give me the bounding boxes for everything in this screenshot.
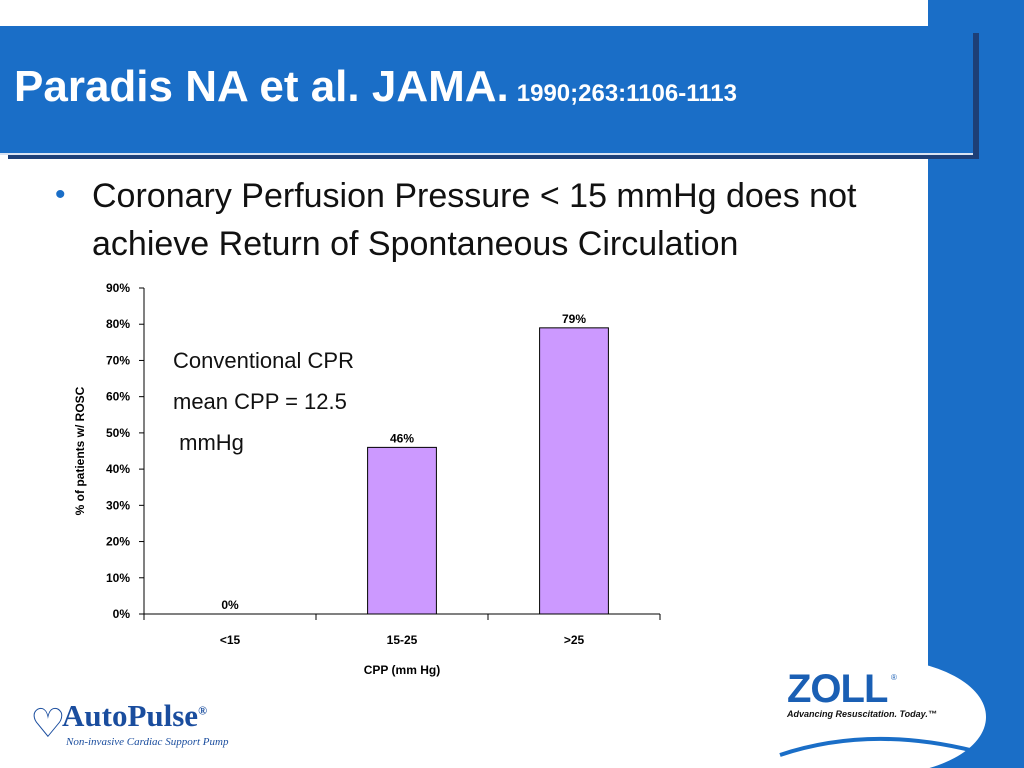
y-tick-label: 0% [113,607,131,621]
autopulse-logo: ♡ AutoPulse® Non-invasive Cardiac Suppor… [30,698,290,758]
y-axis-title: % of patients w/ ROSC [73,386,87,515]
zoll-tagline: Advancing Resuscitation. Today.™ [787,709,937,719]
y-tick-label: 40% [106,462,130,476]
y-tick-label: 10% [106,571,130,585]
autopulse-wordmark: AutoPulse® [62,698,208,733]
data-label: 79% [562,312,586,326]
title-text: Paradis NA et al. JAMA. [14,62,509,111]
x-tick-label: >25 [564,633,585,647]
y-tick-label: 60% [106,390,130,404]
heart-swoosh-icon: ♡ [30,701,66,746]
y-tick-label: 20% [106,535,130,549]
x-axis-title: CPP (mm Hg) [364,663,440,677]
data-label: 0% [221,598,239,612]
zoll-logo-background [770,659,986,768]
y-tick-label: 80% [106,317,130,331]
title-bar [0,26,973,155]
bullet-text: Coronary Perfusion Pressure < 15 mmHg do… [92,177,857,263]
chart-annotation: Conventional CPR mean CPP = 12.5 mmHg [173,348,354,455]
bullet-marker: • [55,178,66,211]
zoll-registered-mark: ® [891,673,897,682]
zoll-logo: ZOLL ® Advancing Resuscitation. Today.™ [760,655,990,768]
slide-title: Paradis NA et al. JAMA. 1990;263:1106-111… [14,62,737,119]
y-tick-label: 70% [106,353,130,367]
autopulse-tagline: Non-invasive Cardiac Support Pump [66,736,229,748]
y-tick-label: 30% [106,498,130,512]
bar-chart: 0% 10% 20% 30% 40% 50% 60% 70% 80% 90% 0% <15 46% 15-… [73,281,661,677]
x-tick-label: 15-25 [387,633,418,647]
bar [539,327,609,615]
data-label: 46% [390,431,414,445]
x-tick-label: <15 [220,633,241,647]
y-tick-label: 50% [106,426,130,440]
y-tick-label: 90% [106,281,130,295]
title-citation: 1990;263:1106-1113 [516,80,737,107]
bar [367,446,437,615]
zoll-wordmark: ZOLL [787,667,888,711]
autopulse-name: AutoPulse [62,698,199,733]
